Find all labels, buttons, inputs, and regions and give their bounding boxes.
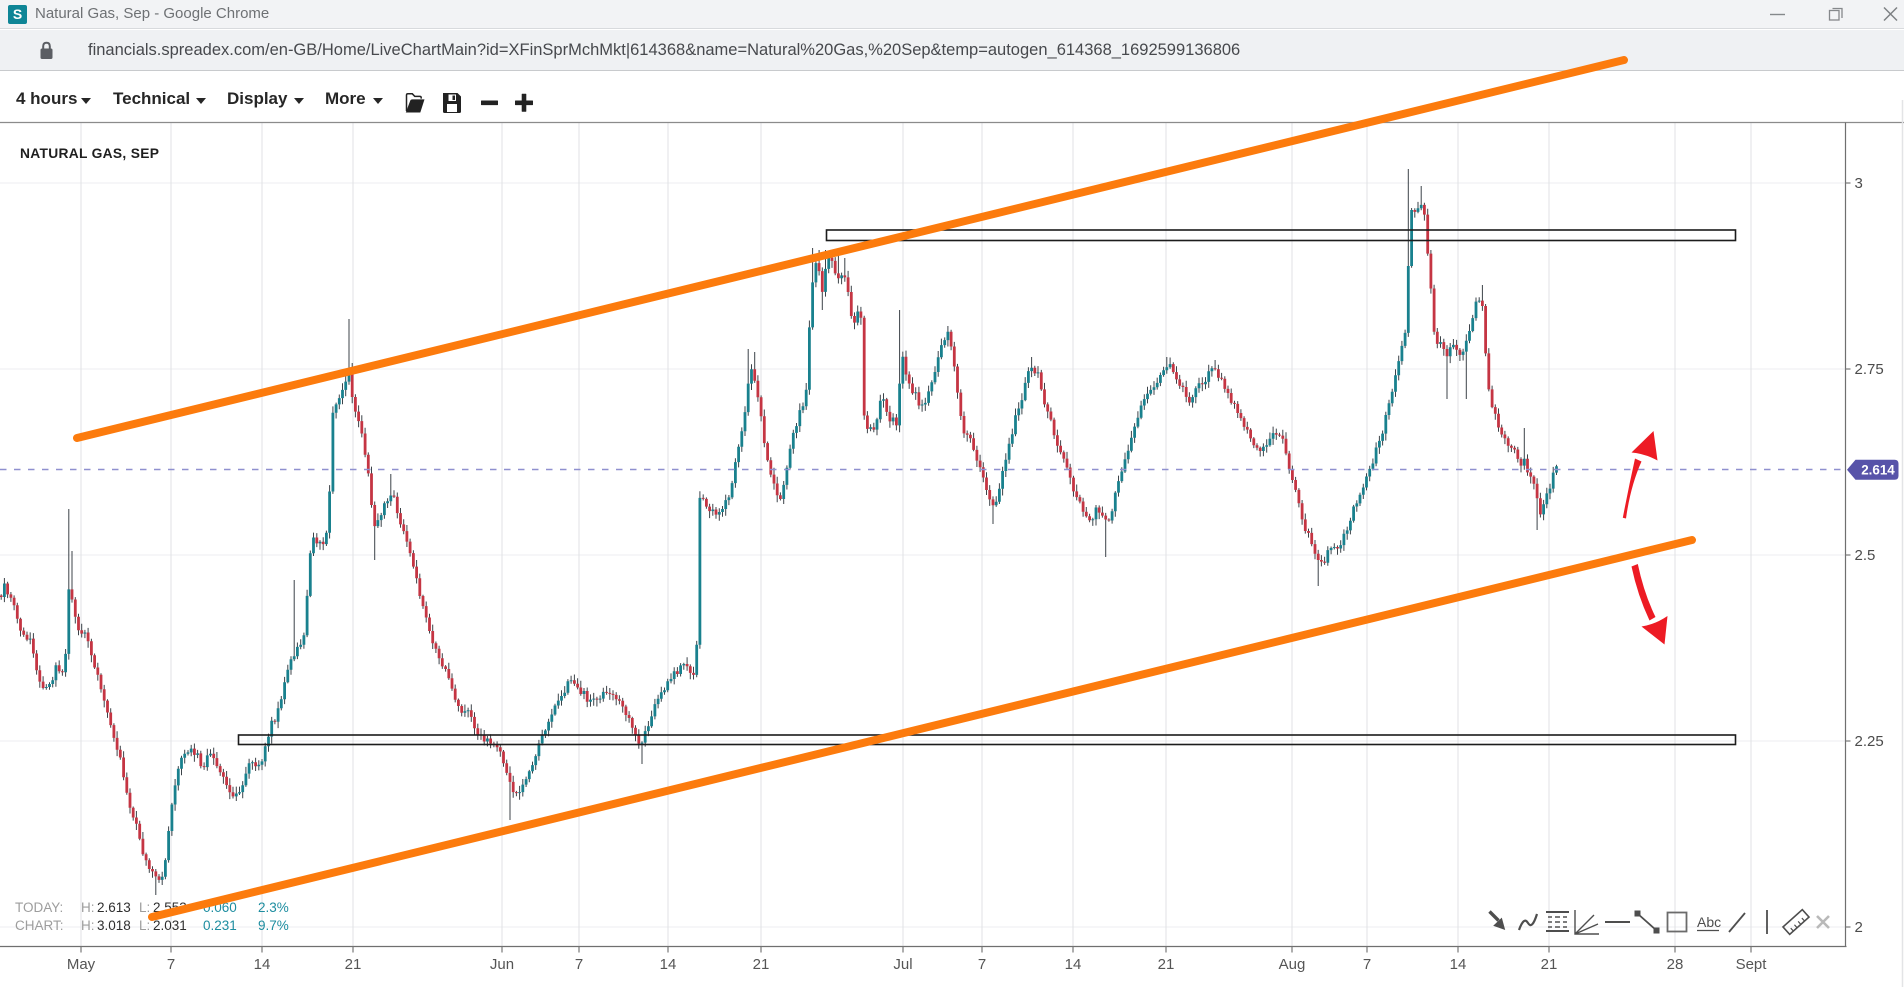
svg-text:May: May: [67, 956, 96, 973]
svg-text:Jun: Jun: [490, 956, 514, 973]
svg-text:7: 7: [167, 956, 175, 973]
svg-text:2.75: 2.75: [1855, 361, 1884, 378]
svg-text:21: 21: [753, 956, 770, 973]
svg-text:NATURAL GAS, SEP: NATURAL GAS, SEP: [20, 146, 159, 161]
svg-text:9.7%: 9.7%: [258, 918, 289, 933]
svg-text:7: 7: [575, 956, 583, 973]
svg-text:2.5: 2.5: [1855, 547, 1876, 564]
svg-text:14: 14: [660, 956, 677, 973]
svg-text:7: 7: [978, 956, 986, 973]
svg-text:2.25: 2.25: [1855, 733, 1884, 750]
svg-text:CHART:: CHART:: [15, 918, 64, 933]
svg-text:2.613: 2.613: [97, 900, 131, 915]
svg-text:TODAY:: TODAY:: [15, 900, 63, 915]
svg-text:2.031: 2.031: [153, 918, 187, 933]
svg-text:3.018: 3.018: [97, 918, 131, 933]
svg-text:Aug: Aug: [1279, 956, 1306, 973]
svg-text:2: 2: [1855, 919, 1863, 936]
svg-text:2.614: 2.614: [1861, 463, 1895, 478]
svg-text:21: 21: [345, 956, 362, 973]
svg-text:Jul: Jul: [893, 956, 912, 973]
svg-text:L:: L:: [139, 900, 150, 915]
svg-text:Abc: Abc: [1697, 914, 1721, 930]
svg-text:14: 14: [254, 956, 271, 973]
svg-text:Sept: Sept: [1736, 956, 1768, 973]
svg-text:21: 21: [1158, 956, 1175, 973]
svg-text:21: 21: [1541, 956, 1558, 973]
svg-text:2.3%: 2.3%: [258, 900, 289, 915]
svg-text:14: 14: [1065, 956, 1082, 973]
svg-text:14: 14: [1450, 956, 1467, 973]
svg-text:H:: H:: [81, 918, 95, 933]
svg-text:3: 3: [1855, 175, 1863, 192]
svg-text:28: 28: [1667, 956, 1684, 973]
svg-text:0.231: 0.231: [203, 918, 237, 933]
svg-text:7: 7: [1363, 956, 1371, 973]
svg-text:H:: H:: [81, 900, 95, 915]
svg-text:L:: L:: [139, 918, 150, 933]
